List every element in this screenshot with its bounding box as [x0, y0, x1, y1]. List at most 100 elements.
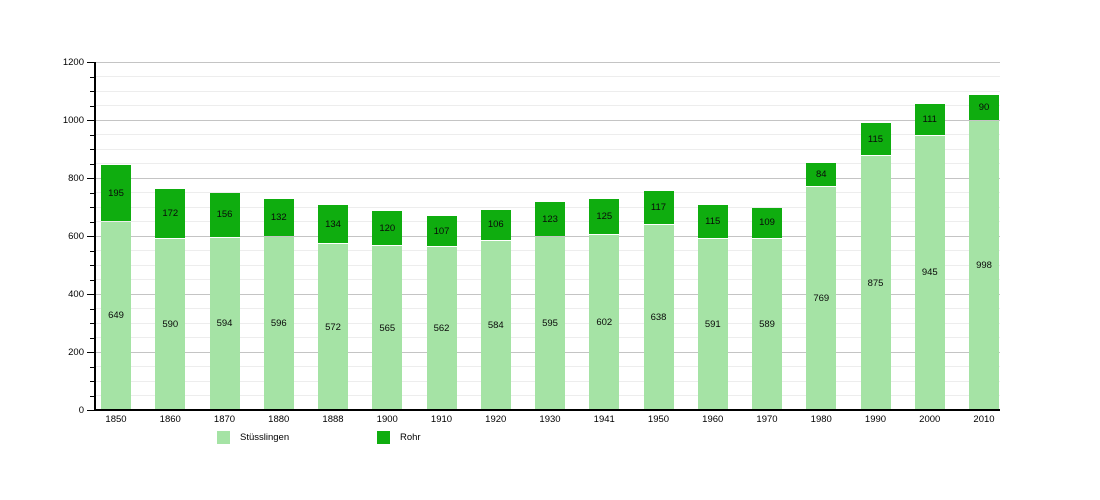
bar-segment-stuesslingen	[101, 221, 131, 410]
bar-segment-rohr	[155, 189, 186, 238]
bar-value-rohr: 172	[162, 207, 179, 219]
bar-segment-stuesslingen	[426, 247, 457, 410]
y-axis-tick	[90, 91, 95, 92]
bar-segment-rohr	[209, 192, 240, 237]
y-tick-label: 600	[68, 230, 84, 242]
bar-segment-rohr	[969, 94, 999, 120]
y-axis-line	[94, 62, 96, 411]
y-tick-label: 400	[68, 288, 84, 300]
bar-segment-stuesslingen	[318, 244, 348, 410]
bar-segment-stuesslingen	[480, 240, 511, 410]
bar-value-rohr: 132	[270, 212, 287, 224]
y-axis-tick	[90, 192, 95, 194]
bar-segment-stuesslingen	[263, 237, 294, 410]
bar-segment-rohr	[263, 198, 294, 237]
bar-segment-rohr	[372, 211, 403, 246]
legend: Stüsslingen Rohr	[0, 430, 1100, 450]
bar-segment-rohr	[860, 122, 891, 156]
x-tick-label: 1850	[105, 414, 127, 425]
bar-segment-stuesslingen	[535, 237, 565, 410]
y-axis-tick	[90, 76, 95, 78]
x-tick-label: 1880	[268, 414, 290, 425]
x-tick-label: 1888	[322, 414, 344, 425]
bar-value-stuesslingen: 875	[867, 277, 884, 289]
gridline	[95, 177, 1000, 179]
y-axis-tick	[90, 366, 95, 368]
bar-value-stuesslingen: 565	[379, 322, 396, 334]
bar-segment-stuesslingen	[209, 237, 240, 410]
x-tick-label: 1900	[376, 414, 398, 425]
y-axis-tick	[90, 134, 95, 136]
gridline	[95, 134, 1000, 135]
y-axis-tick	[90, 265, 95, 266]
bar-value-rohr: 117	[650, 202, 667, 214]
y-axis-tick	[87, 178, 95, 179]
gridline	[95, 76, 1000, 77]
y-axis-tick	[90, 207, 95, 208]
y-axis-tick	[90, 105, 95, 107]
legend-label-rohr: Rohr	[400, 432, 421, 443]
bar-value-stuesslingen: 590	[162, 318, 179, 330]
bar-segment-rohr	[101, 165, 131, 221]
gridline	[95, 61, 1000, 63]
y-axis-tick	[90, 221, 95, 223]
gridline	[95, 163, 1000, 164]
legend-label-stuesslingen: Stüsslingen	[240, 432, 290, 443]
x-tick-label: 2000	[919, 414, 941, 425]
plot-area: 649 195 590 172 594 156 596 132 572 134 565 120 562 1…	[95, 61, 1000, 410]
x-tick-label: 1950	[647, 414, 670, 425]
bar-value-stuesslingen: 562	[433, 323, 450, 335]
bar-value-stuesslingen: 769	[813, 293, 830, 304]
legend-swatch-stuesslingen	[217, 431, 230, 444]
x-tick-label: 1910	[430, 414, 453, 425]
y-axis-tick	[90, 381, 95, 382]
gridline	[95, 105, 1000, 106]
gridline	[95, 90, 1000, 92]
bar-value-rohr: 109	[759, 217, 775, 229]
y-tick-label: 1200	[62, 56, 84, 68]
y-tick-label: 800	[68, 172, 84, 184]
y-axis-tick	[90, 149, 95, 150]
y-tick-label: 1000	[62, 114, 84, 126]
bar-value-stuesslingen: 945	[921, 267, 938, 279]
y-axis-tick	[87, 236, 95, 237]
bar-segment-stuesslingen	[697, 238, 728, 410]
bar-value-stuesslingen: 998	[976, 259, 992, 271]
bar-segment-rohr	[318, 205, 348, 244]
bar-segment-rohr	[589, 199, 620, 235]
y-axis-tick	[87, 62, 95, 63]
bar-value-rohr: 106	[487, 219, 504, 231]
y-axis-tick	[87, 352, 95, 353]
bar-segment-stuesslingen	[589, 235, 620, 410]
bar-segment-stuesslingen	[914, 135, 945, 410]
y-tick-label: 200	[68, 346, 84, 358]
bar-value-rohr: 195	[108, 187, 124, 199]
y-axis-tick	[87, 120, 95, 121]
y-axis-tick	[90, 323, 95, 324]
bar-segment-stuesslingen	[643, 224, 674, 410]
bar-value-stuesslingen: 596	[270, 318, 287, 330]
bar-segment-rohr	[426, 216, 457, 247]
bar-value-stuesslingen: 584	[487, 319, 504, 331]
bar-segment-rohr	[806, 162, 837, 186]
bar-segment-rohr	[914, 103, 945, 135]
y-tick-label: 0	[78, 404, 84, 416]
bar-value-rohr: 90	[978, 101, 990, 113]
y-axis-tick	[90, 395, 95, 397]
y-axis-tick	[87, 294, 95, 295]
bar-value-rohr: 156	[216, 209, 233, 221]
y-axis-tick	[90, 163, 95, 165]
bar-value-stuesslingen: 594	[216, 318, 233, 330]
bar-value-rohr: 115	[867, 133, 884, 145]
bar-value-stuesslingen: 589	[759, 319, 775, 331]
x-tick-label: 2010	[973, 414, 995, 425]
bar-value-stuesslingen: 595	[542, 318, 558, 330]
bar-value-rohr: 134	[325, 218, 341, 230]
x-axis-line	[94, 409, 1000, 411]
bar-segment-rohr	[480, 209, 511, 240]
bar-value-stuesslingen: 602	[596, 317, 613, 329]
x-tick-label: 1970	[756, 414, 778, 425]
bar-segment-rohr	[697, 205, 728, 238]
bar-value-rohr: 125	[596, 211, 613, 223]
